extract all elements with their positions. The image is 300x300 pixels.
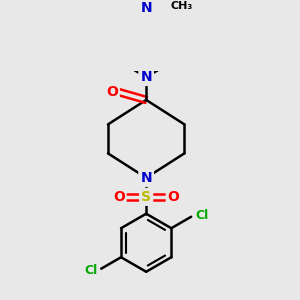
Text: N: N: [140, 171, 152, 185]
Text: O: O: [168, 190, 180, 204]
Text: S: S: [141, 190, 151, 204]
Text: Cl: Cl: [195, 209, 208, 222]
Text: N: N: [140, 70, 152, 84]
Text: N: N: [140, 1, 152, 14]
Text: O: O: [106, 85, 118, 99]
Text: Cl: Cl: [84, 264, 97, 277]
Text: CH₃: CH₃: [170, 1, 192, 11]
Text: O: O: [113, 190, 124, 204]
